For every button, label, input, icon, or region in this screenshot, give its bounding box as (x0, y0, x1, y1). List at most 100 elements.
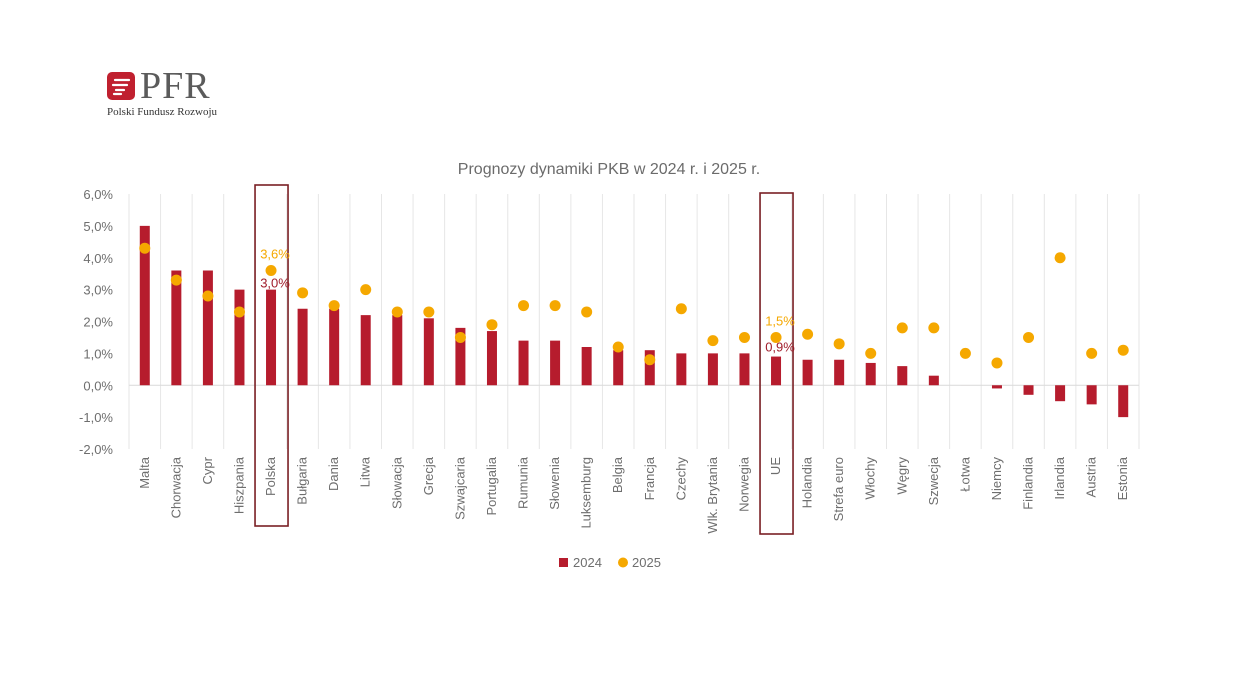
category-label: Strefa euro (831, 457, 846, 521)
data-label-2024: 0,9% (765, 340, 795, 355)
data-annotations: 3,6% 3,0% 1,5% 0,9% (260, 247, 795, 355)
legend-swatch-2025 (618, 557, 628, 568)
category-label: Chorwacja (168, 456, 183, 518)
category-label: Szwajcaria (452, 456, 467, 520)
dot-2025 (1023, 331, 1035, 343)
category-label: Litwa (358, 456, 373, 487)
dot-2025 (423, 306, 435, 318)
category-label: Malta (137, 456, 152, 489)
dot-2025 (391, 306, 403, 318)
dot-2025 (360, 284, 372, 296)
dot-2025 (328, 300, 340, 312)
dot-2025 (1117, 344, 1129, 356)
bar-2024 (297, 308, 308, 386)
category-label: Estonia (1115, 456, 1130, 500)
category-label: Hiszpania (231, 456, 246, 514)
category-label: Belgia (610, 456, 625, 493)
category-label: Cypr (200, 456, 215, 484)
dot-2025 (202, 290, 214, 302)
category-label: Węgry (894, 457, 909, 495)
bar-2024 (1118, 385, 1129, 418)
bar-2024 (581, 347, 592, 386)
bar-2024 (202, 270, 213, 386)
data-label-2025: 1,5% (765, 313, 795, 328)
dot-2025 (297, 287, 309, 299)
category-label: Wlk. Brytania (705, 456, 720, 533)
data-label-2024: 3,0% (260, 276, 290, 291)
bar-2024 (991, 385, 1002, 389)
dot-2025 (865, 347, 877, 359)
data-label-2025: 3,6% (260, 247, 290, 262)
dot-2025 (802, 328, 814, 340)
bar-2024 (392, 315, 403, 386)
category-label: Bułgaria (295, 456, 310, 504)
bar-2024 (1086, 385, 1097, 405)
y-tick-label: 2,0% (83, 315, 113, 330)
bar-2024 (518, 340, 529, 386)
highlight-boxes (254, 184, 794, 535)
dot-2025 (928, 322, 940, 334)
category-label: Słowenia (547, 456, 562, 510)
category-label: Polska (263, 456, 278, 496)
dot-2025 (549, 300, 561, 312)
category-label: Irlandia (1052, 456, 1067, 499)
dots-2025 (139, 242, 1129, 369)
dot-2025 (833, 338, 845, 350)
category-label: Francja (642, 456, 657, 500)
legend-label-2025: 2025 (632, 555, 661, 570)
bars-2024 (139, 225, 1129, 418)
category-label: Holandia (800, 456, 815, 508)
highlight-box (254, 184, 289, 527)
y-tick-label: 0,0% (83, 378, 113, 393)
bar-2024 (802, 359, 813, 386)
bar-2024 (266, 289, 277, 386)
category-label: Niemcy (989, 457, 1004, 501)
category-label: Czechy (673, 457, 688, 501)
legend: 2024 2025 (559, 555, 661, 570)
pfr-logo-icon (107, 72, 135, 100)
bar-2024 (139, 225, 150, 386)
dot-2025 (581, 306, 593, 318)
dot-2025 (518, 300, 530, 312)
category-label: UE (768, 457, 783, 475)
brand-name: PFR (140, 65, 211, 107)
bar-2024 (897, 366, 908, 386)
y-tick-label: 3,0% (83, 283, 113, 298)
category-label: Słowacja (389, 456, 404, 509)
highlight-box (759, 192, 794, 535)
category-label: Dania (326, 456, 341, 491)
category-label: Grecja (421, 456, 436, 495)
dot-2025 (896, 322, 908, 334)
legend-label-2024: 2024 (573, 555, 602, 570)
dot-2025 (612, 341, 624, 353)
y-tick-label: 6,0% (83, 187, 113, 202)
bar-2024 (707, 353, 718, 386)
y-tick-label: 1,0% (83, 346, 113, 361)
category-label: Norwegia (736, 456, 751, 512)
category-label: Szwecja (926, 456, 941, 505)
bar-2024 (455, 327, 466, 386)
bar-2024 (739, 353, 750, 386)
bar-2024 (1055, 385, 1066, 402)
bar-2024 (676, 353, 687, 386)
y-tick-label: 4,0% (83, 251, 113, 266)
grid-lines (128, 194, 1140, 449)
bar-2024 (613, 350, 624, 386)
bar-2024 (360, 315, 371, 386)
category-label: Portugalia (484, 456, 499, 515)
dot-2025 (675, 303, 687, 315)
dot-2025 (991, 357, 1003, 369)
category-label: Łotwa (957, 456, 972, 491)
bar-2024 (865, 362, 876, 386)
chart-title: Prognozy dynamiki PKB w 2024 r. i 2025 r… (458, 161, 760, 178)
category-label: Austria (1084, 456, 1099, 497)
bar-2024 (771, 356, 782, 386)
brand-tagline: Polski Fundusz Rozwoju (107, 106, 218, 118)
dot-2025 (139, 242, 151, 254)
dot-2025 (233, 306, 245, 318)
dot-2025 (644, 354, 656, 366)
dot-2025 (265, 265, 277, 276)
dot-2025 (959, 347, 971, 359)
dot-2025 (738, 331, 750, 343)
